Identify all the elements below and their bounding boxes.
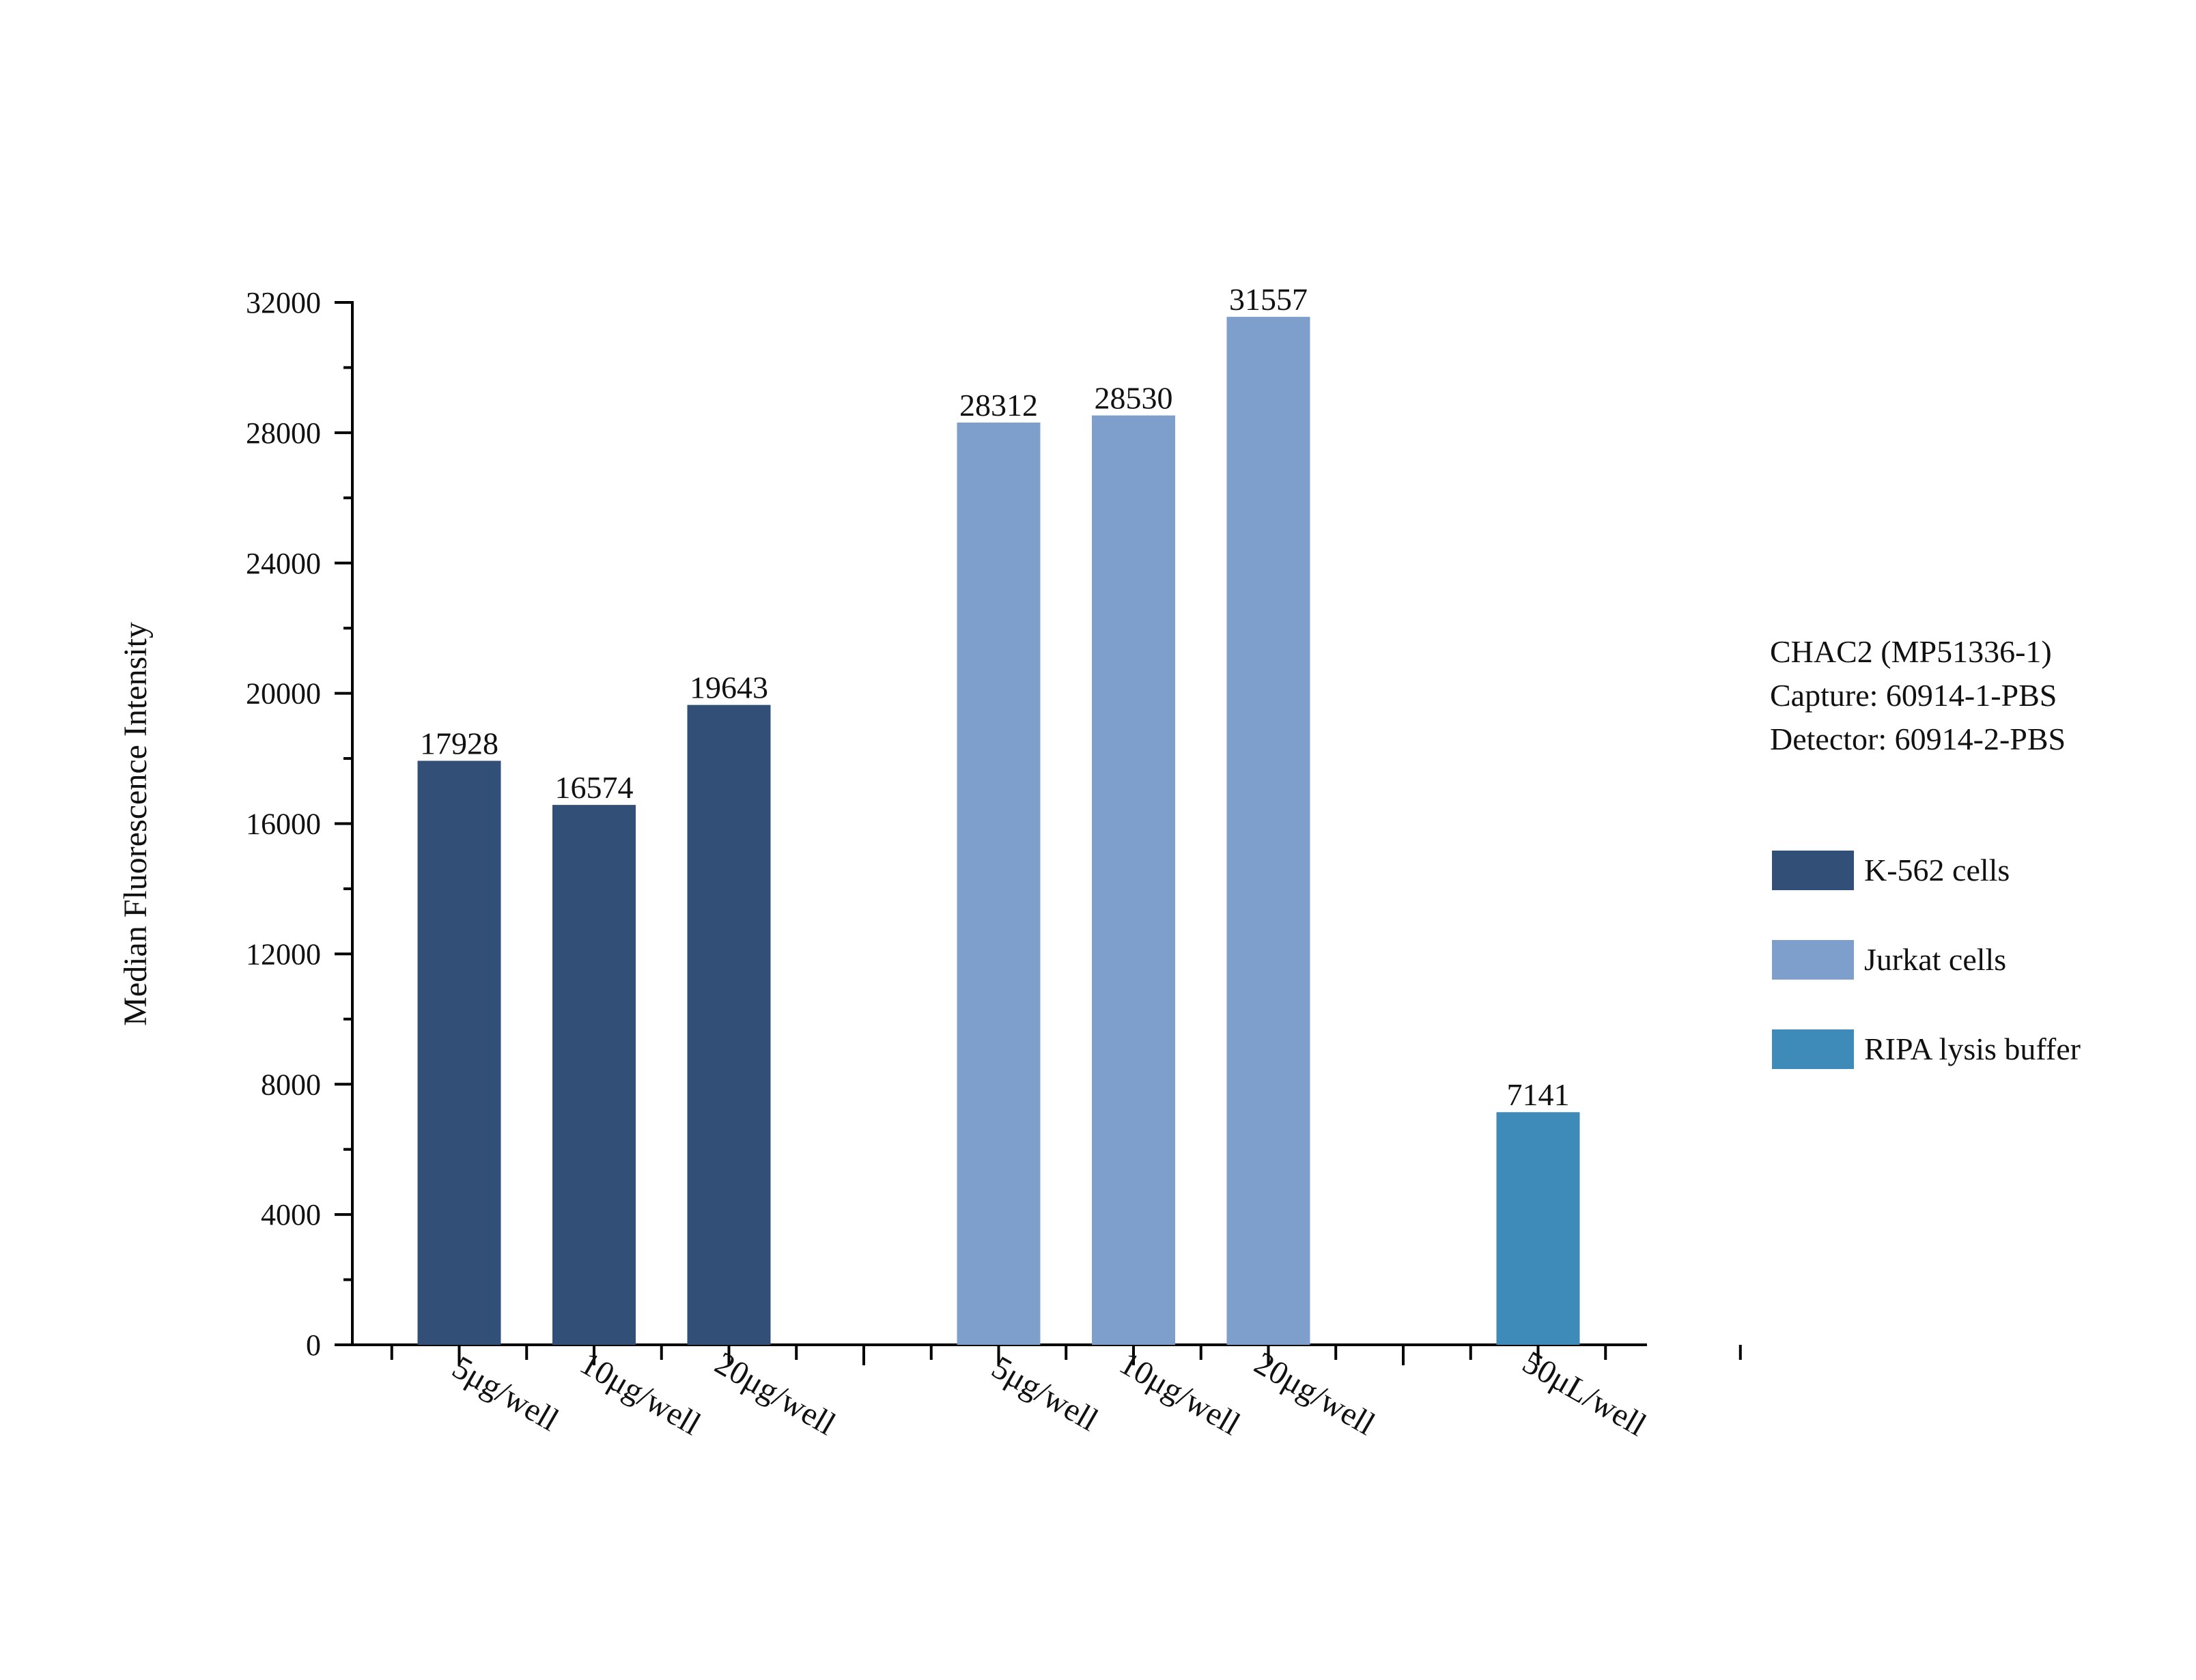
x-tick-label: 10μg/well (574, 1345, 707, 1442)
data-label: 28530 (1095, 381, 1173, 416)
annotation-line: Detector: 60914-2-PBS (1770, 722, 2066, 756)
x-tick-label: 5μg/well (986, 1349, 1104, 1438)
x-tick-label: 20μg/well (1248, 1345, 1381, 1442)
y-tick-label: 32000 (246, 286, 321, 319)
y-axis: 0 4000 8000 12000 16000 20000 24000 28000 32000 (246, 286, 354, 1362)
y-tick-label: 4000 (261, 1198, 321, 1231)
y-tick-label: 20000 (246, 677, 321, 711)
bar (1226, 317, 1310, 1345)
bar (957, 422, 1041, 1345)
bar (687, 704, 771, 1345)
x-tick-label: 20μg/well (709, 1345, 841, 1442)
y-axis-title: Median Fluorescence Intensity (117, 622, 154, 1026)
bar (1092, 415, 1175, 1346)
bar (417, 760, 501, 1345)
legend-label: K-562 cells (1864, 853, 2010, 887)
y-tick-label: 0 (306, 1328, 321, 1362)
legend-swatch (1772, 1029, 1854, 1069)
data-label: 28312 (959, 388, 1038, 423)
y-tick-label: 12000 (246, 937, 321, 971)
annotation: CHAC2 (MP51336-1) Capture: 60914-1-PBS Det… (1770, 634, 2066, 756)
data-label: 19643 (690, 670, 768, 705)
legend-label: Jurkat cells (1864, 942, 2006, 977)
legend-swatch (1772, 940, 1854, 980)
data-label: 31557 (1229, 282, 1308, 317)
data-labels: 17928 16574 19643 28312 28530 31557 7141 (420, 282, 1570, 1112)
bar (1496, 1112, 1580, 1345)
x-tick-label: 50μL/well (1517, 1344, 1652, 1443)
bars (417, 317, 1580, 1346)
legend: K-562 cells Jurkat cells RIPA lysis buffer (1772, 851, 2081, 1069)
data-label: 17928 (420, 726, 498, 760)
x-tick-label: 5μg/well (447, 1349, 565, 1438)
bar (552, 805, 636, 1345)
annotation-line: Capture: 60914-1-PBS (1770, 678, 2057, 713)
annotation-line: CHAC2 (MP51336-1) (1770, 634, 2052, 669)
y-tick-label: 16000 (246, 808, 321, 841)
legend-label: RIPA lysis buffer (1864, 1031, 2081, 1066)
data-label: 7141 (1507, 1077, 1570, 1112)
y-tick-label: 8000 (261, 1068, 321, 1101)
data-label: 16574 (555, 770, 634, 805)
y-tick-label: 28000 (246, 416, 321, 450)
y-tick-label: 24000 (246, 547, 321, 580)
x-tick-label: 10μg/well (1114, 1345, 1246, 1442)
legend-swatch (1772, 851, 1854, 890)
